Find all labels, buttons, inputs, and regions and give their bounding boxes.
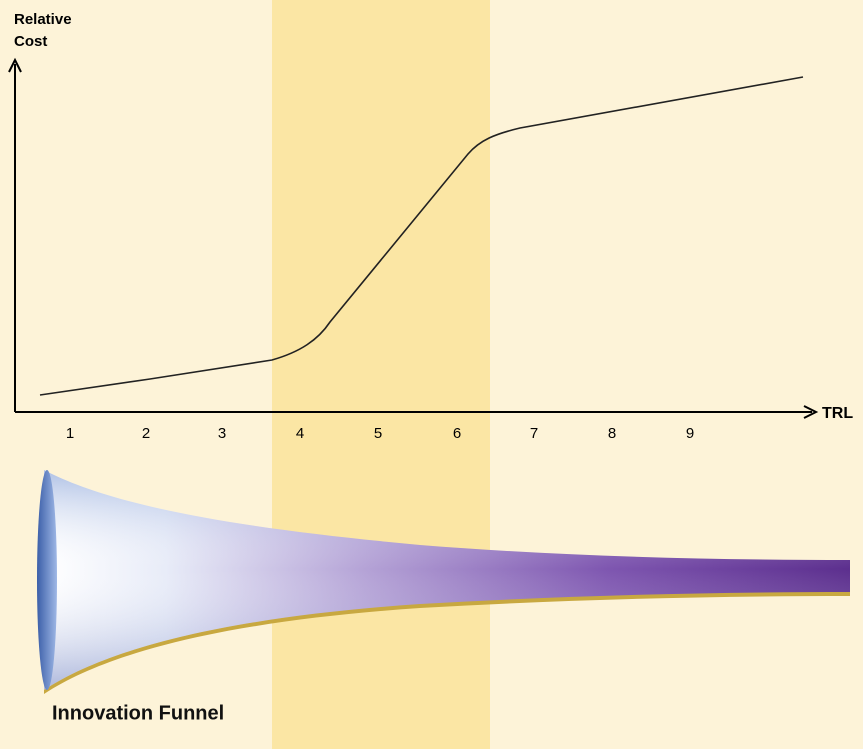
x-tick-label: 7 <box>530 425 538 442</box>
x-tick-label: 2 <box>142 425 150 442</box>
funnel-mouth <box>37 470 57 690</box>
x-axis-arrow <box>803 405 819 419</box>
highlight-band <box>272 0 490 749</box>
cost-curve <box>39 76 804 396</box>
y-axis-label: Relative <box>14 11 72 28</box>
x-tick-label: 1 <box>66 425 74 442</box>
y-axis-label: Cost <box>14 33 47 50</box>
funnel-label: Innovation Funnel <box>52 702 224 724</box>
x-axis-label: TRL <box>822 405 853 422</box>
x-tick-label: 3 <box>218 425 226 442</box>
x-tick-label: 6 <box>453 425 461 442</box>
x-tick-label: 8 <box>608 425 616 442</box>
x-tick-label: 4 <box>296 425 304 442</box>
funnel-shade <box>44 470 850 690</box>
x-tick-label: 5 <box>374 425 382 442</box>
y-axis-arrow <box>8 57 22 73</box>
x-tick-labels: 1 2 3 4 5 6 7 8 9 <box>66 425 694 442</box>
x-tick-label: 9 <box>686 425 694 442</box>
